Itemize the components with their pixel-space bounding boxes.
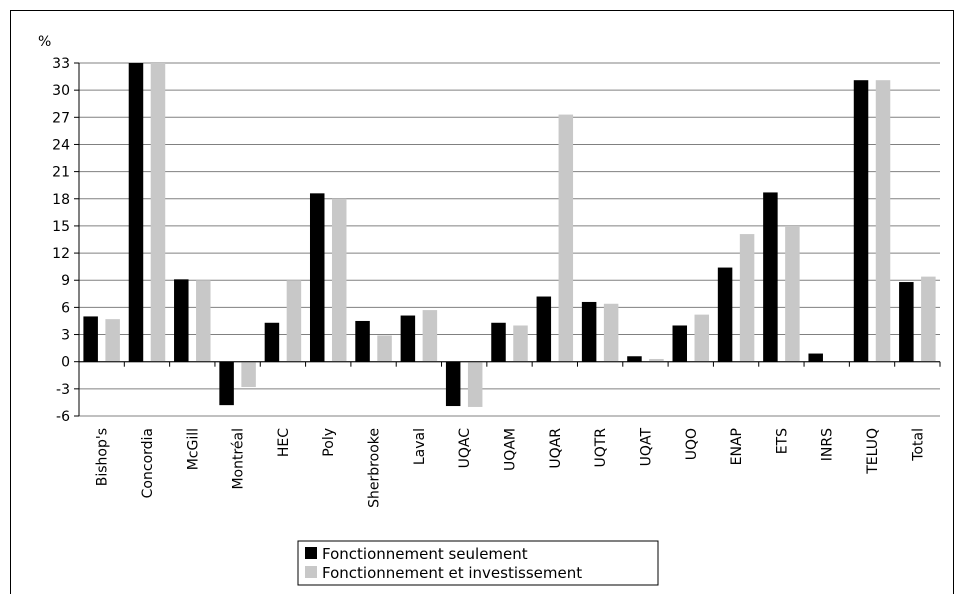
x-tick-label: UQAC <box>457 428 473 469</box>
bar <box>128 63 144 362</box>
y-tick-label: 30 <box>52 83 70 99</box>
bar <box>241 361 256 388</box>
x-tick-label: INRS <box>820 428 836 461</box>
x-tick-label: UQAM <box>503 428 519 471</box>
x-tick-label: UQTR <box>593 428 609 468</box>
bar <box>331 198 347 362</box>
x-tick-label: UQO <box>684 428 700 460</box>
y-tick-label: 6 <box>61 300 70 316</box>
bar <box>83 316 98 362</box>
bar <box>717 267 733 362</box>
x-tick-label: Montréal <box>231 428 247 490</box>
y-axis-label: % <box>38 34 51 50</box>
x-tick-label: Laval <box>412 428 428 465</box>
y-tick-label: 24 <box>52 137 70 153</box>
x-tick-label: ENAP <box>729 428 745 465</box>
y-tick-label: -6 <box>56 409 70 425</box>
legend-box <box>297 540 659 586</box>
bar <box>921 276 936 362</box>
x-tick-label: McGill <box>185 428 201 470</box>
bar <box>377 335 392 362</box>
gridlines <box>74 62 940 417</box>
x-tick-label: Sherbrooke <box>367 428 383 508</box>
x-tick-label: Poly <box>321 428 337 457</box>
bar <box>400 315 416 362</box>
bar <box>491 322 506 362</box>
y-tick-label: -3 <box>56 382 70 398</box>
bar <box>785 225 800 362</box>
x-tick-label: HEC <box>276 428 292 457</box>
bar <box>581 301 597 362</box>
x-tick-label: Bishop's <box>95 428 111 486</box>
bar <box>558 114 574 362</box>
bar <box>445 361 461 407</box>
y-tick-label: 12 <box>52 246 70 262</box>
bar <box>899 282 914 362</box>
y-tick-label: 33 <box>52 56 70 72</box>
y-tick-label: 15 <box>52 219 70 235</box>
y-tick-label: 0 <box>61 355 70 371</box>
bar <box>196 280 211 362</box>
bar <box>105 319 120 362</box>
bar <box>739 234 755 362</box>
x-tick-label: UQAT <box>638 428 654 467</box>
bar <box>627 356 642 362</box>
bar <box>422 310 438 362</box>
bar <box>219 361 234 406</box>
bar <box>309 193 325 362</box>
bar <box>286 280 302 362</box>
legend-label-fonctionnement-seulement: Fonctionnement seulement <box>322 545 528 563</box>
x-tick-label: ETS <box>774 428 790 454</box>
bar <box>853 80 869 362</box>
bar <box>875 80 891 362</box>
bar <box>467 361 483 407</box>
legend: Fonctionnement seulement Fonctionnement … <box>297 540 659 586</box>
y-tick-label: 27 <box>52 110 70 126</box>
bar <box>513 325 528 362</box>
bar <box>694 314 710 362</box>
axes <box>78 63 941 416</box>
bar <box>649 358 664 362</box>
y-tick-label: 18 <box>52 192 70 208</box>
x-tick-label: Total <box>910 428 926 462</box>
legend-label-fonctionnement-et-investissement: Fonctionnement et investissement <box>322 564 582 582</box>
y-tick-label: 3 <box>61 328 70 344</box>
y-tick-label: 9 <box>61 273 70 289</box>
legend-swatch-fonctionnement-et-investissement <box>305 566 317 578</box>
bar <box>536 296 552 362</box>
bar <box>150 63 166 362</box>
x-tick-label: UQAR <box>548 428 564 469</box>
bar <box>264 322 280 362</box>
x-tick-labels: Bishop's Concordia McGill Montréal HEC Poly Sh… <box>95 428 927 508</box>
bar <box>763 192 778 362</box>
chart-frame <box>10 10 954 594</box>
bar <box>355 320 370 362</box>
bar <box>603 303 619 362</box>
x-tick-label: TELUQ <box>865 428 881 475</box>
bar <box>672 325 688 362</box>
legend-swatch-fonctionnement-seulement <box>305 547 317 559</box>
x-tick-label: Concordia <box>140 428 156 498</box>
bars <box>83 63 936 407</box>
y-tick-label: 21 <box>52 165 70 181</box>
bar <box>808 353 823 362</box>
bar <box>174 279 189 362</box>
y-tick-labels: -6 -3 0 3 6 9 12 15 18 21 24 27 30 33 <box>52 56 70 425</box>
